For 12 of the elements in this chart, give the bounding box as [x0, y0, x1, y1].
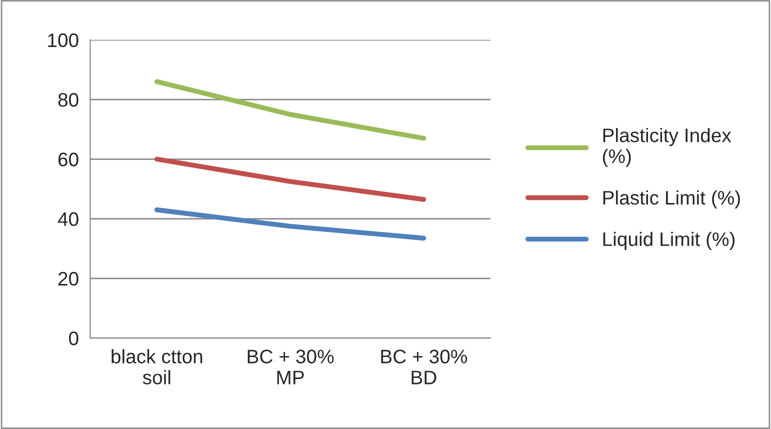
legend-label: Plastic Limit (%): [603, 190, 740, 208]
legend-label: Plasticity Index (%): [602, 128, 732, 168]
x-tick-label: BC + 30% MP: [248, 350, 334, 384]
y-tick-label: 60: [58, 152, 78, 166]
y-tick-label: 80: [58, 92, 78, 107]
y-tick-label: 20: [58, 272, 78, 286]
x-tick-label: BC + 30% BD: [381, 350, 468, 384]
y-tick-label: 0: [69, 332, 78, 346]
legend-label: Liquid Limit (%): [603, 232, 735, 250]
y-tick-label: 40: [58, 212, 78, 226]
y-tick-label: 100: [48, 33, 78, 48]
x-tick-label: black ctton soil: [112, 349, 202, 384]
